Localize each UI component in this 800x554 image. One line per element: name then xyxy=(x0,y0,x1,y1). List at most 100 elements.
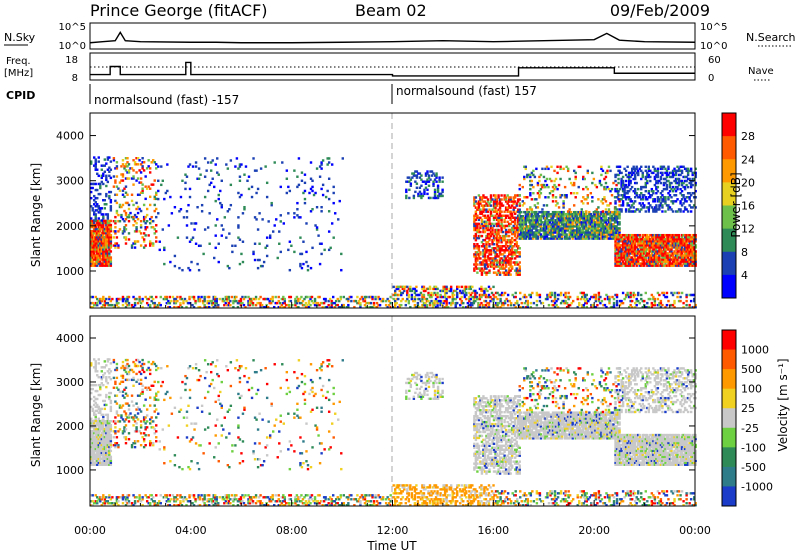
heat-cell xyxy=(626,191,629,195)
heat-cell xyxy=(103,219,107,223)
heat-cell xyxy=(629,264,632,267)
heat-cell xyxy=(241,260,245,264)
heat-cell xyxy=(428,303,432,307)
heat-cell xyxy=(680,171,684,175)
heat-cell xyxy=(311,179,314,183)
heat-cell xyxy=(476,206,479,209)
heat-cell xyxy=(277,299,280,303)
heat-cell xyxy=(517,218,520,222)
heat-cell xyxy=(673,252,676,255)
heat-cell xyxy=(595,215,599,218)
heat-cell xyxy=(117,297,120,301)
heat-cell xyxy=(614,242,617,245)
heat-cell xyxy=(487,295,491,299)
heat-cell xyxy=(476,267,479,270)
heat-cell xyxy=(661,238,664,241)
heat-cell xyxy=(509,301,513,305)
heat-cell xyxy=(112,236,116,239)
heat-cell xyxy=(463,287,466,291)
heat-cell xyxy=(547,185,550,189)
heat-cell xyxy=(96,172,99,176)
cpid-segment-1: normalsound (fast) -157 xyxy=(94,93,239,107)
heat-cell xyxy=(659,248,663,251)
heat-cell xyxy=(105,262,108,265)
heat-cell xyxy=(641,256,644,259)
heat-cell xyxy=(554,227,558,230)
heat-cell xyxy=(592,177,596,181)
heat-cell xyxy=(479,224,482,228)
heat-cell xyxy=(306,303,309,307)
heat-cell xyxy=(659,260,663,263)
heat-cell xyxy=(691,256,694,259)
heat-cell xyxy=(241,301,244,305)
heat-cell xyxy=(120,297,123,301)
heat-cell xyxy=(671,260,675,263)
heat-cell xyxy=(647,242,651,245)
heat-cell xyxy=(627,177,631,181)
heat-cell xyxy=(649,240,652,243)
heat-cell xyxy=(114,232,117,235)
heat-cell xyxy=(535,221,538,224)
heat-cell xyxy=(297,299,300,303)
heat-cell xyxy=(655,264,658,267)
heat-cell xyxy=(655,173,658,177)
heat-cell xyxy=(469,303,473,307)
heat-cell xyxy=(309,210,313,213)
heat-cell xyxy=(509,238,512,242)
heat-cell xyxy=(90,254,93,257)
heat-cell xyxy=(497,208,500,211)
heat-cell xyxy=(668,194,672,197)
heat-cell xyxy=(280,303,283,307)
heat-cell xyxy=(662,181,666,185)
heat-cell xyxy=(214,163,217,166)
heat-cell xyxy=(595,185,599,189)
heat-cell xyxy=(421,305,424,309)
heat-cell xyxy=(503,299,507,303)
heat-cell xyxy=(624,183,628,187)
heat-cell xyxy=(497,230,500,234)
heat-cell xyxy=(435,172,438,175)
heat-cell xyxy=(124,163,128,166)
heat-cell xyxy=(646,242,649,245)
heat-cell xyxy=(102,219,105,223)
heat-cell xyxy=(99,225,102,229)
heat-cell xyxy=(197,305,200,309)
heat-cell xyxy=(327,157,331,160)
heat-cell xyxy=(127,169,131,172)
heat-cell xyxy=(692,262,696,265)
heat-cell xyxy=(680,246,684,249)
heat-cell xyxy=(665,179,669,183)
heat-cell xyxy=(94,248,97,251)
heat-cell xyxy=(489,196,493,199)
heat-cell xyxy=(326,157,329,160)
heat-cell xyxy=(562,225,565,228)
heat-cell xyxy=(194,222,198,225)
heat-cell xyxy=(624,246,628,249)
heat-cell xyxy=(225,236,228,239)
heat-cell xyxy=(563,185,567,189)
heat-cell xyxy=(102,182,105,186)
heat-cell xyxy=(157,179,160,183)
heat-cell xyxy=(90,225,93,229)
heat-cell xyxy=(526,229,529,232)
heat-cell xyxy=(533,221,537,224)
heat-cell xyxy=(419,299,423,303)
heat-cell xyxy=(520,225,523,228)
heat-cell xyxy=(621,179,625,183)
heat-cell xyxy=(612,227,615,230)
heat-cell xyxy=(655,191,658,195)
heat-cell xyxy=(303,297,306,301)
heat-cell xyxy=(413,295,417,299)
heat-cell xyxy=(108,233,111,237)
heat-cell xyxy=(422,303,426,307)
heat-cell xyxy=(93,211,96,214)
heat-cell xyxy=(495,249,499,252)
heat-cell xyxy=(90,236,93,239)
heat-cell xyxy=(649,242,652,245)
heat-cell xyxy=(93,213,96,216)
heat-cell xyxy=(563,212,567,216)
heat-cell xyxy=(103,256,107,259)
heat-cell xyxy=(641,173,644,177)
heat-cell xyxy=(581,305,584,309)
heat-cell xyxy=(535,217,538,220)
